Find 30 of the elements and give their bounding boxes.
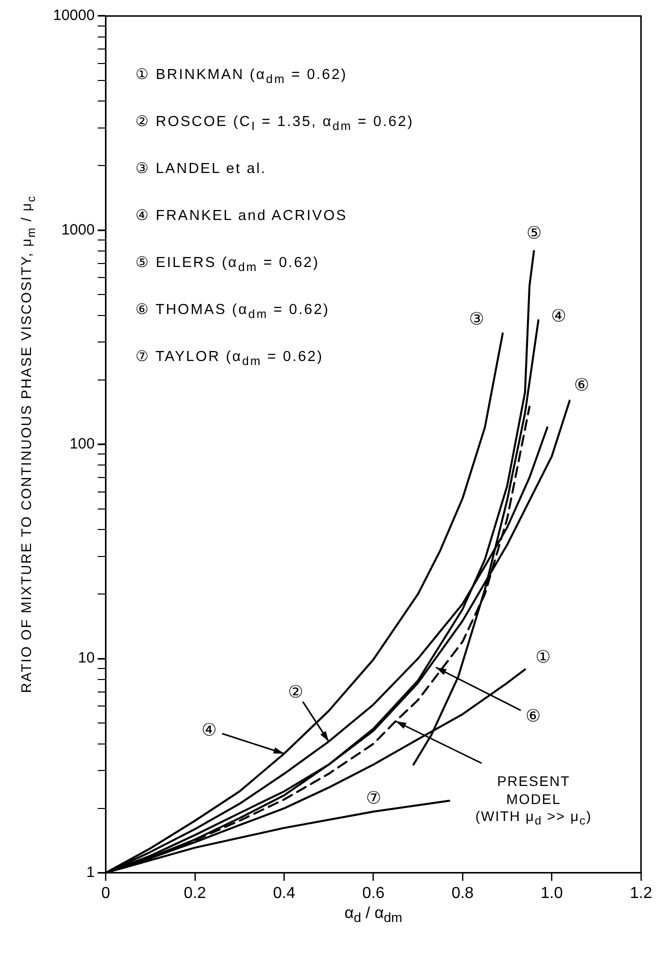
annotation: ② ROSCOE (C$_{I}$ = 1.35, α$_{dm}$ = 0.62) [136,113,414,135]
x-tick-label: 1.2 [630,884,652,902]
annotation: ④ [202,719,217,740]
y-tick-label: 1 [86,864,95,881]
annotation: ⑥ [525,706,540,727]
y-tick-label: 10000 [52,7,95,24]
annotation: ① [536,646,551,668]
annotation: ⑥ [574,374,590,396]
annotation: ③ LANDEL et al. [136,160,268,179]
annotation: ③ [469,308,484,330]
y-tick-label: 10 [78,650,95,667]
annotation: ⑦ [366,787,381,808]
annotation: ⑦ TAYLOR (α$_{dm}$ = 0.62) [136,348,324,370]
annotation: ⑤ [526,222,542,244]
x-axis-title: α$_{d}$ / α$_{dm}$ [344,904,402,925]
x-tick-label: 0.6 [362,884,385,902]
x-tick-label: 0.4 [273,884,296,902]
annotation: ⑥ THOMAS (α$_{dm}$ = 0.62) [136,301,331,323]
x-tick-label: 1.0 [540,884,564,902]
x-tick-label: 0 [101,884,110,902]
annotation: ④ FRANKEL and ACRIVOS [136,207,348,226]
x-tick-label: 0.2 [184,884,206,902]
annotation: PRESENT MODEL (WITH μ$_{d}$ >> μ$_{c}$) [475,773,592,830]
annotation: ② [288,680,304,702]
annotation: ⑤ EILERS (α$_{dm}$ = 0.62) [136,254,320,276]
y-tick-label: 100 [70,436,95,453]
annotation: ① BRINKMAN (α$_{dm}$ = 0.62) [136,66,348,88]
y-tick-label: 1000 [61,221,95,238]
x-tick-label: 0.8 [451,884,474,902]
annotation: ④ [550,306,566,327]
